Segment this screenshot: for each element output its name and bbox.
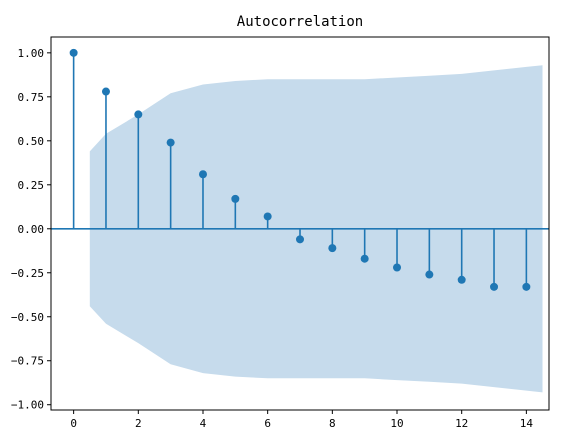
x-tick-label: 6 xyxy=(264,417,271,430)
y-tick-label: −0.75 xyxy=(11,355,44,368)
acf-point xyxy=(393,263,402,272)
acf-point xyxy=(101,87,110,96)
acf-point xyxy=(166,138,175,147)
acf-point xyxy=(360,254,369,263)
chart-title: Autocorrelation xyxy=(237,14,363,30)
y-tick-label: 0.25 xyxy=(18,179,45,192)
acf-point xyxy=(328,244,337,253)
acf-point xyxy=(296,235,304,244)
acf-point xyxy=(490,282,499,291)
stem-layer xyxy=(69,48,531,291)
y-tick-label: 0.75 xyxy=(18,91,45,104)
acf-point xyxy=(134,110,143,119)
acf-point xyxy=(522,282,531,291)
x-tick-label: 8 xyxy=(329,417,336,430)
y-tick-label: −1.00 xyxy=(11,399,44,412)
x-axis-ticks: 0 2 4 6 8 10 12 14 xyxy=(70,410,533,430)
acf-point xyxy=(69,48,78,57)
x-tick-label: 10 xyxy=(390,417,403,430)
y-tick-label: −0.25 xyxy=(11,267,44,280)
plot-frame xyxy=(50,36,550,411)
acf-point xyxy=(198,170,207,179)
y-tick-label: −0.50 xyxy=(11,311,44,324)
y-tick-label: 0.50 xyxy=(18,135,45,148)
acf-point xyxy=(457,275,466,284)
x-tick-label: 0 xyxy=(70,417,77,430)
acf-point xyxy=(263,212,272,221)
acf-point xyxy=(425,270,434,279)
acf-point xyxy=(231,194,240,203)
x-tick-label: 2 xyxy=(135,417,142,430)
y-tick-label: 1.00 xyxy=(18,47,45,60)
x-tick-label: 14 xyxy=(520,417,534,430)
y-axis-ticks: 1.00 0.75 0.50 0.25 0.00 −0.25 −0.50 −0.75 −1.00 xyxy=(11,47,51,412)
x-tick-label: 4 xyxy=(200,417,207,430)
x-tick-label: 12 xyxy=(455,417,468,430)
y-tick-label: 0.00 xyxy=(18,223,45,236)
